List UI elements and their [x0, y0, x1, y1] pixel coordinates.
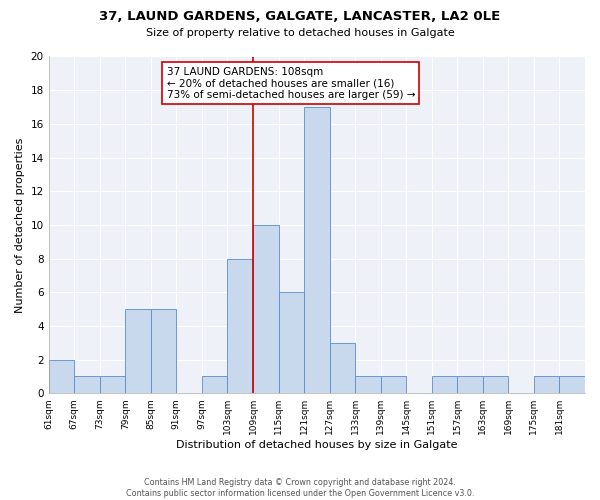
- Bar: [253, 225, 278, 393]
- Bar: [483, 376, 508, 393]
- Bar: [432, 376, 457, 393]
- Bar: [49, 360, 74, 393]
- Bar: [329, 342, 355, 393]
- Text: 37 LAUND GARDENS: 108sqm
← 20% of detached houses are smaller (16)
73% of semi-d: 37 LAUND GARDENS: 108sqm ← 20% of detach…: [167, 66, 415, 100]
- Bar: [74, 376, 100, 393]
- Text: Size of property relative to detached houses in Galgate: Size of property relative to detached ho…: [146, 28, 454, 38]
- Bar: [304, 107, 329, 393]
- Bar: [278, 292, 304, 393]
- Bar: [151, 309, 176, 393]
- Bar: [380, 376, 406, 393]
- Text: 37, LAUND GARDENS, GALGATE, LANCASTER, LA2 0LE: 37, LAUND GARDENS, GALGATE, LANCASTER, L…: [100, 10, 500, 23]
- Bar: [355, 376, 380, 393]
- Bar: [534, 376, 559, 393]
- Bar: [227, 258, 253, 393]
- Bar: [100, 376, 125, 393]
- Y-axis label: Number of detached properties: Number of detached properties: [15, 137, 25, 312]
- Bar: [202, 376, 227, 393]
- Bar: [559, 376, 585, 393]
- Text: Contains HM Land Registry data © Crown copyright and database right 2024.
Contai: Contains HM Land Registry data © Crown c…: [126, 478, 474, 498]
- Bar: [457, 376, 483, 393]
- X-axis label: Distribution of detached houses by size in Galgate: Distribution of detached houses by size …: [176, 440, 458, 450]
- Bar: [125, 309, 151, 393]
